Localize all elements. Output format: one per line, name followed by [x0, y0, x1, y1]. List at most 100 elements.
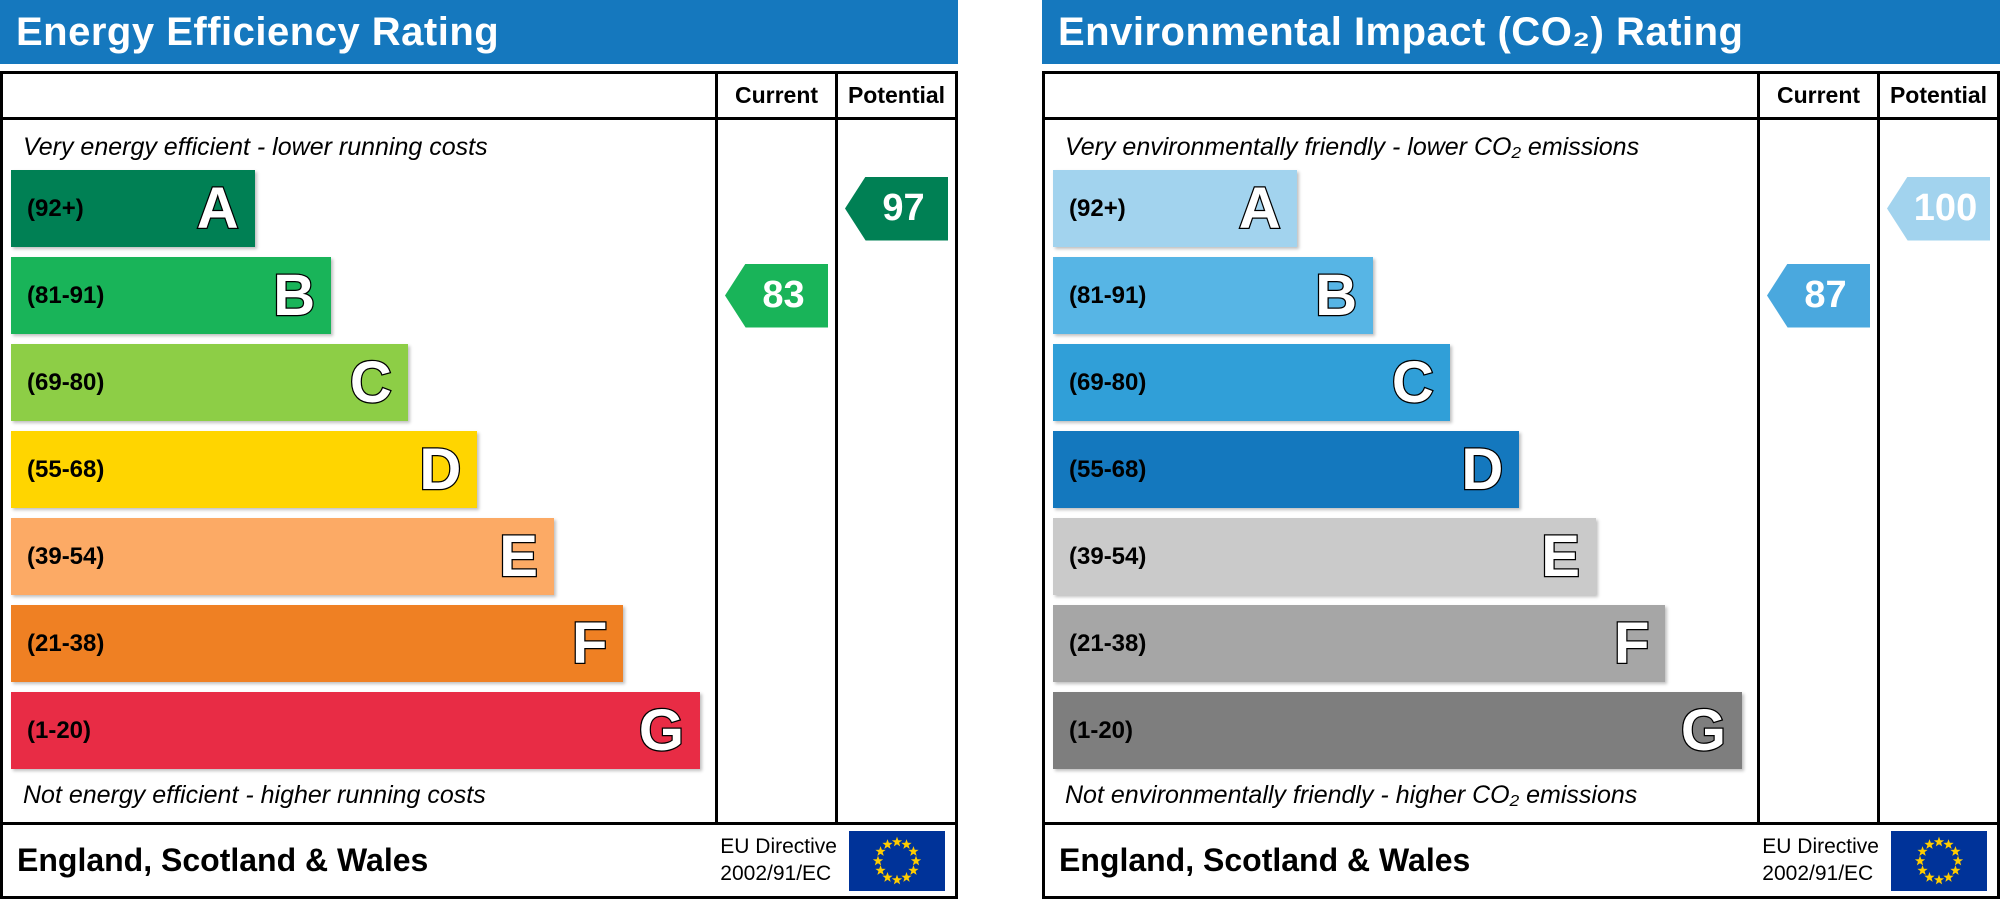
region-label: England, Scotland & Wales	[1059, 842, 1471, 878]
band-range-label: (1-20)	[27, 716, 92, 744]
band-bar-b: (81-91) B	[1053, 257, 1374, 334]
band-bar-c: (69-80) C	[11, 344, 408, 421]
eu-directive-label: EU Directive 2002/91/EC	[720, 834, 837, 887]
band-letter: F	[1613, 610, 1651, 676]
band-row-e: (39-54) E	[11, 518, 707, 595]
band-bar-f: (21-38) F	[1053, 605, 1666, 682]
table-header-row: Current Potential	[1045, 74, 1997, 120]
band-row-a: (92+) A	[11, 170, 707, 247]
band-row-g: (1-20) G	[1053, 692, 1749, 769]
band-bar-e: (39-54) E	[11, 518, 554, 595]
bands-list: (92+) A (81-91) B (69-80) C (55-68) D (39-54) E (2…	[1053, 170, 1749, 772]
band-range-label: (21-38)	[1069, 629, 1147, 657]
band-range-label: (92+)	[27, 194, 84, 222]
potential-column-header: Potential	[835, 74, 955, 117]
band-row-b: (81-91) B	[11, 257, 707, 334]
band-bar-g: (1-20) G	[11, 692, 701, 769]
band-bar-a: (92+) A	[11, 170, 255, 247]
current-column: 87	[1757, 120, 1877, 822]
panel-title: Environmental Impact (CO₂) Rating	[1058, 9, 1744, 54]
band-row-a: (92+) A	[1053, 170, 1749, 247]
band-range-label: (39-54)	[27, 542, 105, 570]
current-column-header: Current	[1757, 74, 1877, 117]
band-row-d: (55-68) D	[1053, 431, 1749, 508]
band-range-label: (69-80)	[27, 368, 105, 396]
band-row-g: (1-20) G	[11, 692, 707, 769]
table-header-spacer	[3, 74, 715, 117]
band-letter: F	[571, 610, 609, 676]
band-bar-b: (81-91) B	[11, 257, 332, 334]
potential-column: 97	[835, 120, 955, 822]
band-range-label: (21-38)	[27, 629, 105, 657]
energy-efficiency-panel: Energy Efficiency Rating Current Potenti…	[0, 0, 958, 899]
bottom-note: Not environmentally friendly - higher CO…	[1065, 780, 1638, 809]
band-bar-e: (39-54) E	[1053, 518, 1596, 595]
band-bar-f: (21-38) F	[11, 605, 624, 682]
potential-column-header: Potential	[1877, 74, 1997, 117]
current-column-header: Current	[715, 74, 835, 117]
band-bar-c: (69-80) C	[1053, 344, 1450, 421]
band-range-label: (55-68)	[1069, 455, 1147, 483]
environmental-title-bar: Environmental Impact (CO₂) Rating	[1042, 0, 2000, 64]
region-label: England, Scotland & Wales	[17, 842, 429, 878]
band-letter: E	[1540, 523, 1581, 589]
band-bar-d: (55-68) D	[1053, 431, 1520, 508]
environmental-rating-table: Current Potential Very environmentally f…	[1042, 71, 2000, 899]
band-letter: G	[1680, 697, 1728, 763]
band-letter: D	[1460, 436, 1504, 502]
eu-directive-line1: EU Directive	[1762, 835, 1879, 859]
band-range-label: (69-80)	[1069, 368, 1147, 396]
top-note: Very energy efficient - lower running co…	[23, 132, 488, 161]
bands-column: Very environmentally friendly - lower CO…	[1045, 120, 1757, 822]
band-letter: G	[638, 697, 686, 763]
current-rating-marker: 83	[725, 263, 828, 328]
table-body: Very environmentally friendly - lower CO…	[1045, 120, 1997, 822]
energy-rating-table: Current Potential Very energy efficient …	[0, 71, 958, 899]
eu-directive-line1: EU Directive	[720, 835, 837, 859]
band-letter: A	[1237, 175, 1281, 241]
band-letter: D	[418, 436, 462, 502]
table-header-row: Current Potential	[3, 74, 955, 120]
band-range-label: (81-91)	[27, 281, 105, 309]
band-letter: B	[272, 262, 316, 328]
band-bar-a: (92+) A	[1053, 170, 1297, 247]
environmental-impact-panel: Environmental Impact (CO₂) Rating Curren…	[1042, 0, 2000, 899]
band-letter: B	[1314, 262, 1358, 328]
band-bar-g: (1-20) G	[1053, 692, 1743, 769]
band-range-label: (81-91)	[1069, 281, 1147, 309]
bottom-note: Not energy efficient - higher running co…	[23, 780, 486, 809]
table-body: Very energy efficient - lower running co…	[3, 120, 955, 822]
panel-title: Energy Efficiency Rating	[16, 9, 500, 54]
top-note: Very environmentally friendly - lower CO…	[1065, 132, 1640, 161]
bands-list: (92+) A (81-91) B (69-80) C (55-68) D (39-54) E (2…	[11, 170, 707, 772]
energy-title-bar: Energy Efficiency Rating	[0, 0, 958, 64]
eu-directive-line2: 2002/91/EC	[720, 861, 832, 885]
eu-flag-icon	[849, 830, 945, 891]
band-row-b: (81-91) B	[1053, 257, 1749, 334]
band-range-label: (55-68)	[27, 455, 105, 483]
potential-rating-marker: 100	[1887, 176, 1990, 241]
potential-column: 100	[1877, 120, 1997, 822]
band-letter: E	[498, 523, 539, 589]
band-letter: C	[1391, 349, 1435, 415]
table-footer: England, Scotland & Wales EU Directive 2…	[1045, 822, 1997, 896]
band-bar-d: (55-68) D	[11, 431, 478, 508]
band-row-e: (39-54) E	[1053, 518, 1749, 595]
eu-flag-icon	[1891, 830, 1987, 891]
band-letter: C	[349, 349, 393, 415]
band-row-c: (69-80) C	[1053, 344, 1749, 421]
band-letter: A	[195, 175, 239, 241]
eu-directive-label: EU Directive 2002/91/EC	[1762, 834, 1879, 887]
band-range-label: (92+)	[1069, 194, 1126, 222]
band-row-d: (55-68) D	[11, 431, 707, 508]
band-range-label: (39-54)	[1069, 542, 1147, 570]
current-rating-marker: 87	[1767, 263, 1870, 328]
band-row-f: (21-38) F	[1053, 605, 1749, 682]
table-footer: England, Scotland & Wales EU Directive 2…	[3, 822, 955, 896]
current-column: 83	[715, 120, 835, 822]
band-range-label: (1-20)	[1069, 716, 1134, 744]
band-row-c: (69-80) C	[11, 344, 707, 421]
eu-directive-line2: 2002/91/EC	[1762, 861, 1874, 885]
band-row-f: (21-38) F	[11, 605, 707, 682]
